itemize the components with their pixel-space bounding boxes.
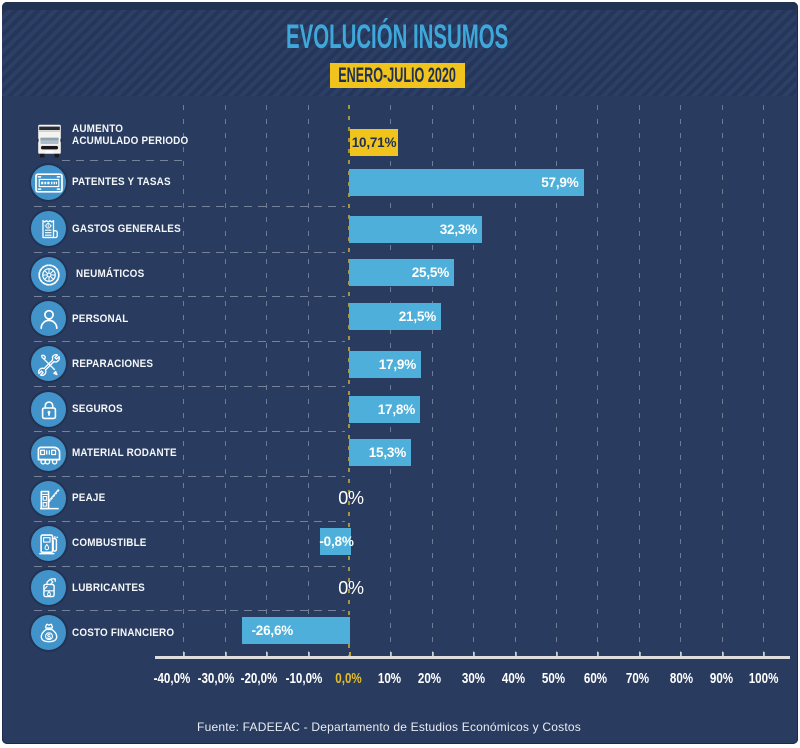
svg-text:$: $ — [47, 633, 51, 640]
